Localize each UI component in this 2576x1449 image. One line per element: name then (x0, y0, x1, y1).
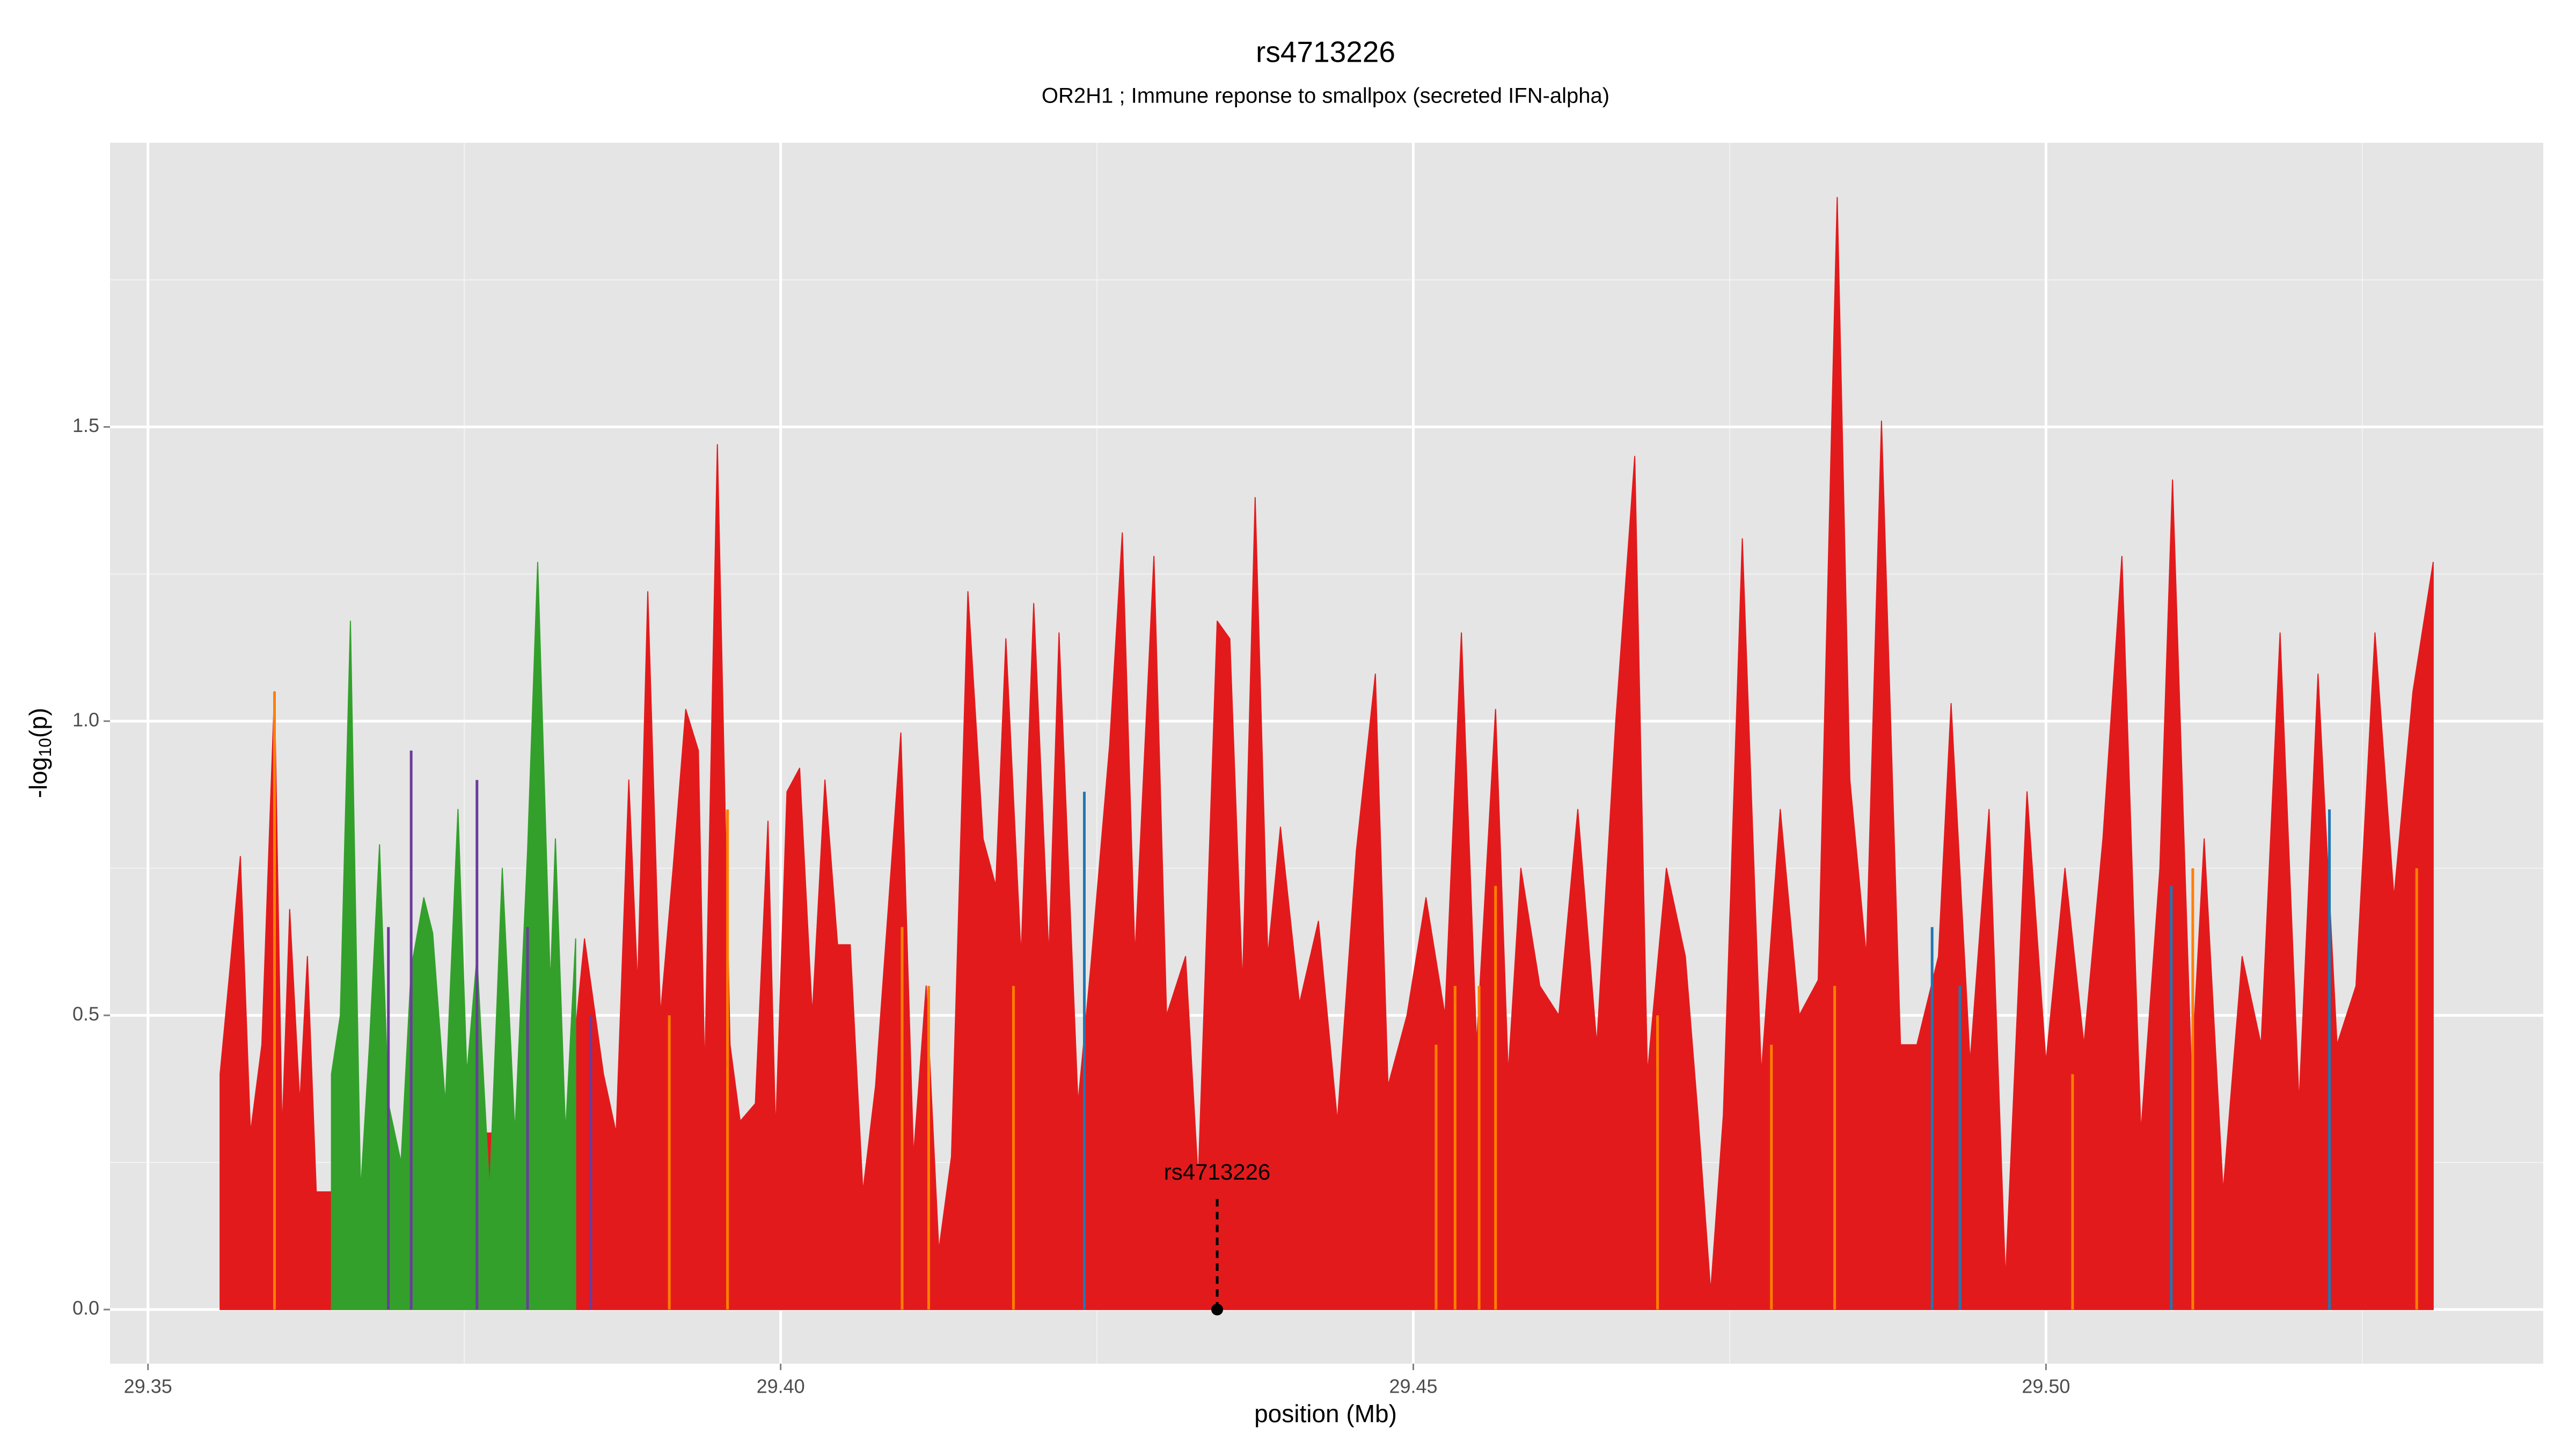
y-tick-label: 0.0 (72, 1297, 99, 1319)
y-axis-title-sub: 10 (35, 738, 55, 757)
chart-subtitle: OR2H1 ; Immune reponse to smallpox (secr… (1042, 84, 1609, 108)
y-axis-title: -log10(p) (24, 708, 55, 799)
y-tick-label: 0.5 (72, 1002, 99, 1024)
marks: rs4713226 (219, 196, 2434, 1316)
y-axis-title-part: (p) (24, 708, 52, 738)
x-tick-label: 29.45 (1389, 1375, 1437, 1397)
y-axis-title-part: -log (24, 757, 52, 799)
x-tick-label: 29.40 (757, 1375, 805, 1397)
annotation-label: rs4713226 (1164, 1159, 1271, 1184)
x-tick-label: 29.50 (2022, 1375, 2070, 1397)
annotation-point (1211, 1304, 1224, 1316)
x-tick-label: 29.35 (124, 1375, 172, 1397)
area (219, 196, 2434, 1311)
y-tick-label: 1.5 (72, 414, 99, 436)
y-tick-label: 1.0 (72, 708, 99, 730)
area (331, 561, 576, 1311)
axes: 29.35 29.40 29.45 29.50 0.0 0.5 1.0 1.5 (72, 414, 2070, 1397)
x-axis-title: position (Mb) (1254, 1400, 1397, 1428)
chart-title: rs4713226 (1256, 35, 1395, 69)
